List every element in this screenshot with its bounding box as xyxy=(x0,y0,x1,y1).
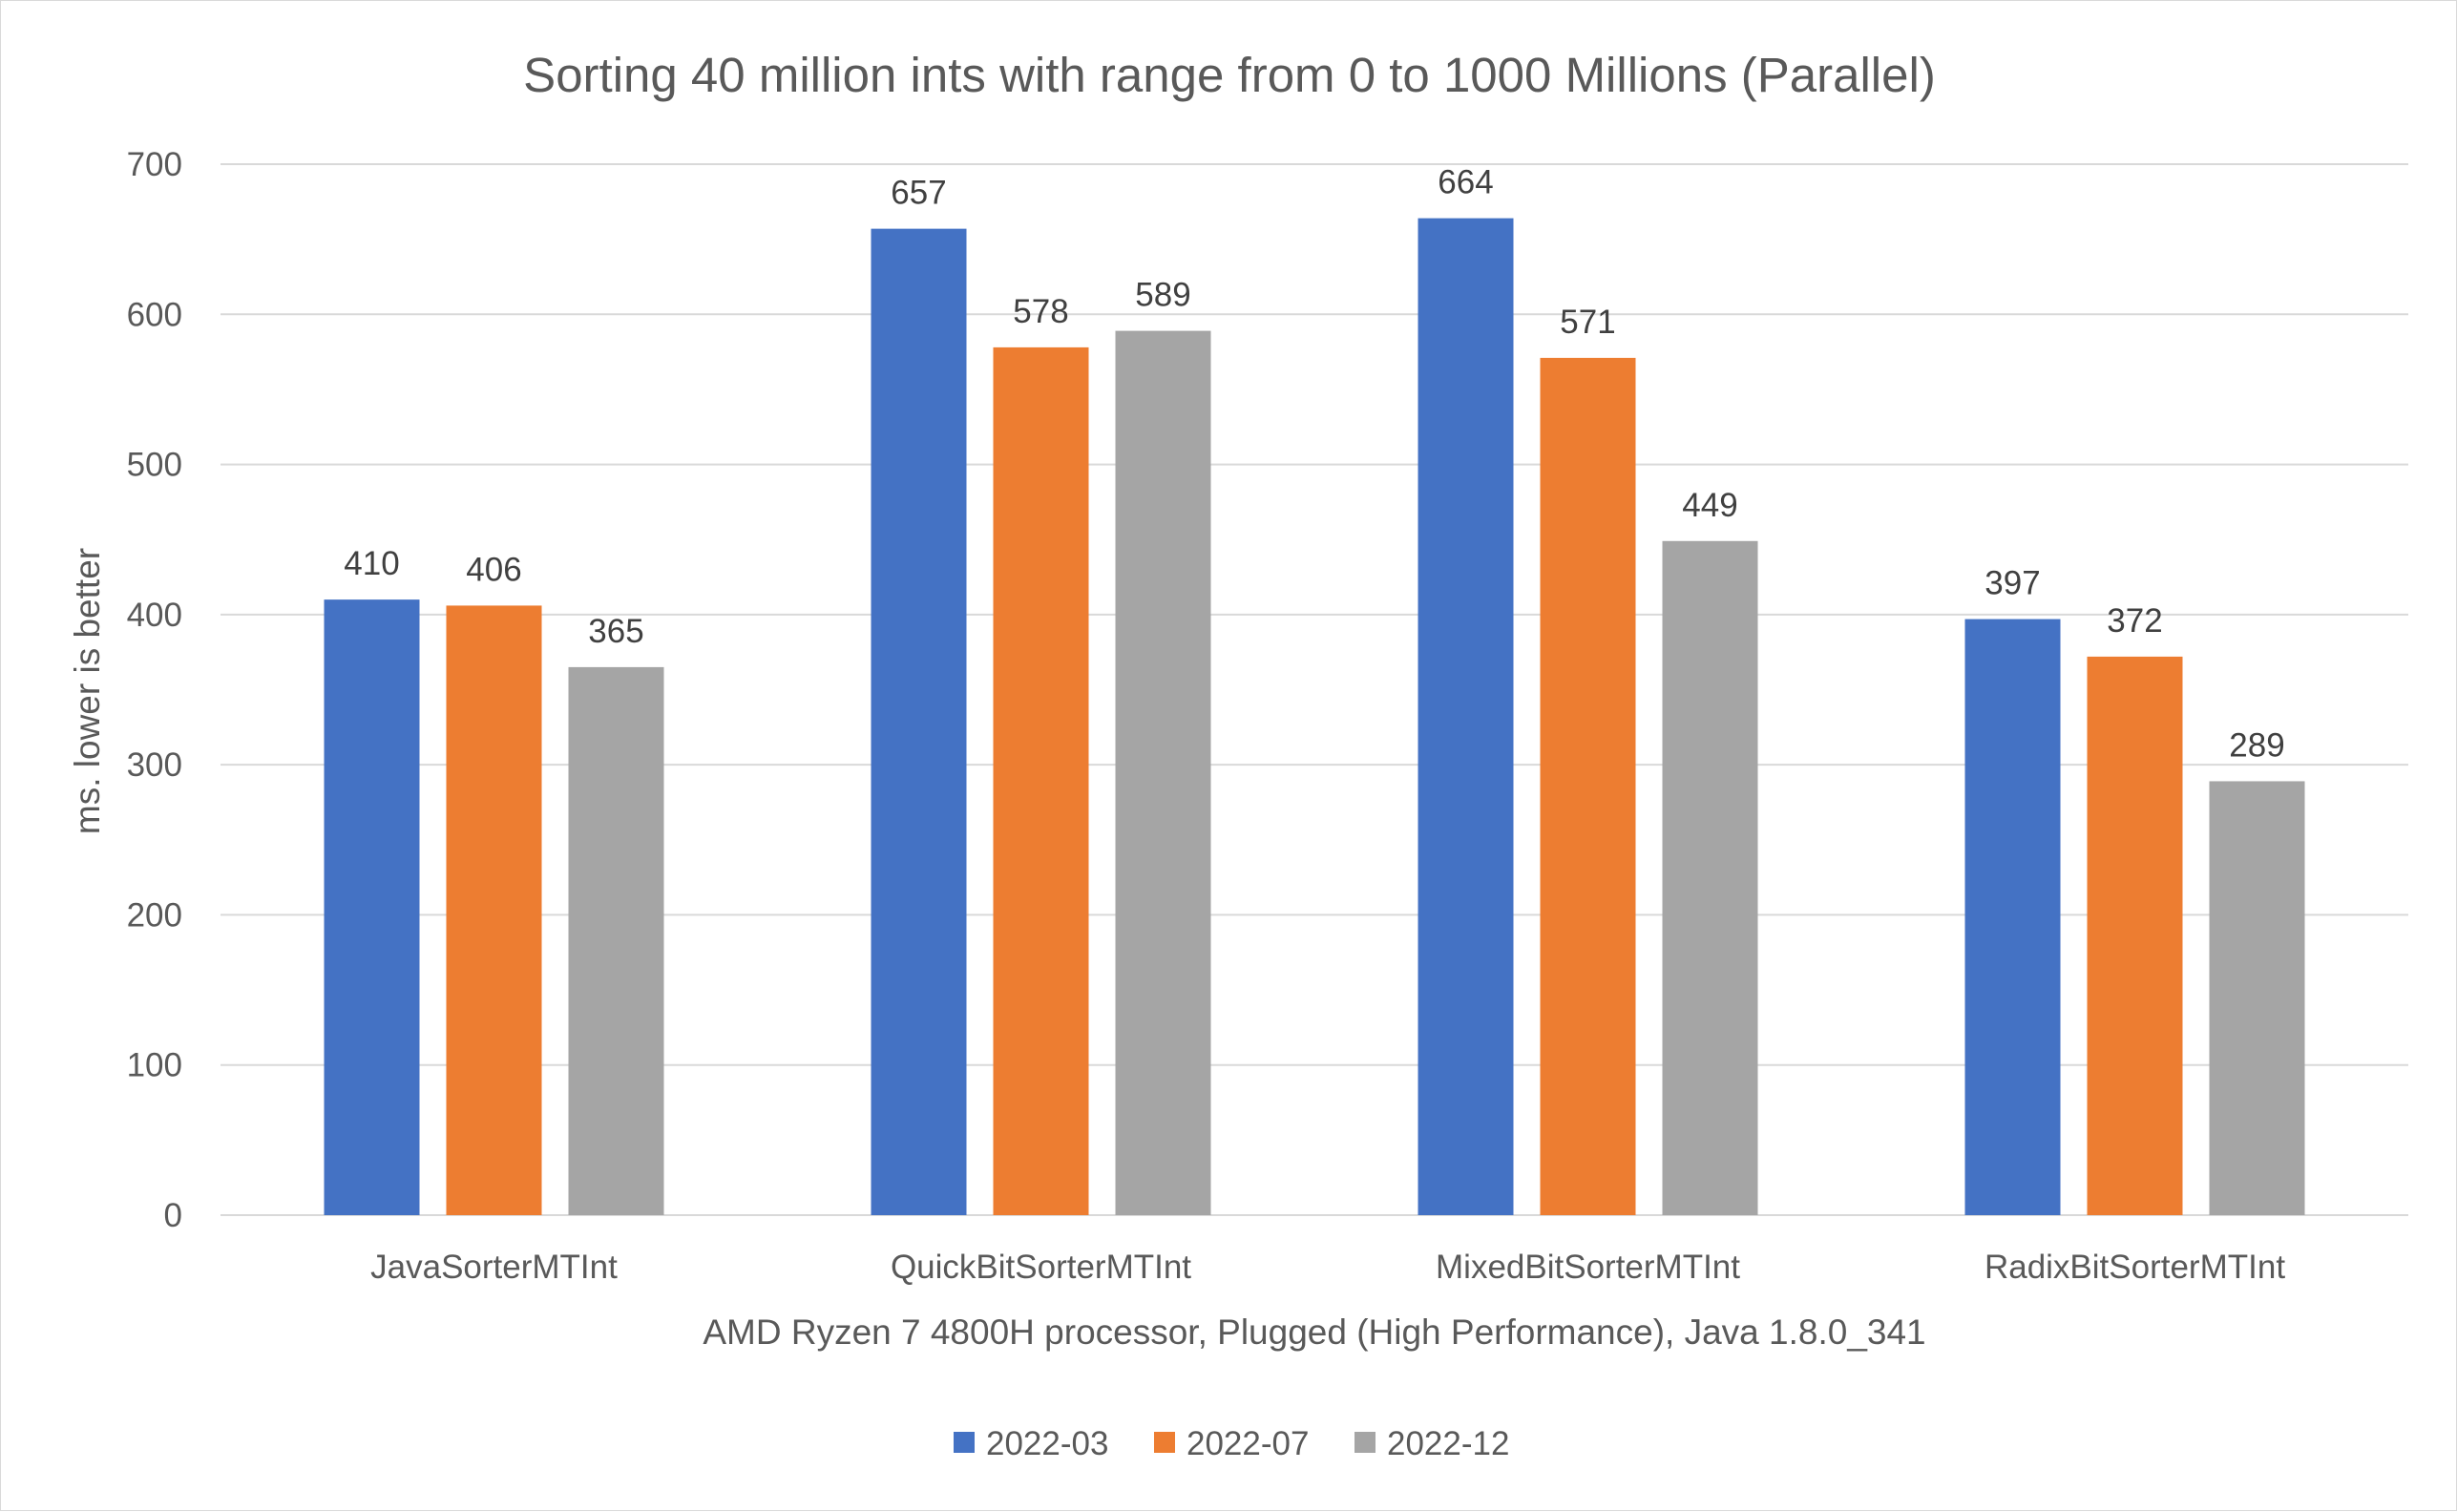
x-category-label: RadixBitSorterMTInt xyxy=(1984,1249,2285,1286)
data-labels: 410 406 365 657 578 589 664 571 449 397 372 289 xyxy=(344,164,2284,765)
y-tick-label: 600 xyxy=(127,296,182,333)
gridlines xyxy=(220,163,2408,1216)
bar xyxy=(1418,218,1514,1216)
bar xyxy=(1540,357,1636,1215)
y-tick-label: 100 xyxy=(127,1047,182,1084)
bars xyxy=(324,218,2305,1216)
bar xyxy=(324,599,420,1215)
y-tick-label: 700 xyxy=(127,146,182,183)
bar xyxy=(2209,781,2305,1215)
legend-label: 2022-12 xyxy=(1387,1425,1509,1462)
data-label: 397 xyxy=(1984,565,2040,602)
y-tick-label: 300 xyxy=(127,746,182,784)
data-label: 289 xyxy=(2229,726,2284,764)
bar xyxy=(568,666,664,1215)
bar xyxy=(993,346,1089,1216)
x-axis-label: AMD Ryzen 7 4800H processor, Plugged (Hi… xyxy=(703,1312,1925,1352)
x-category-label: JavaSorterMTInt xyxy=(370,1249,618,1286)
bar xyxy=(871,228,967,1216)
x-axis-categories: JavaSorterMTInt QuickBitSorterMTInt MixedB… xyxy=(370,1249,2285,1286)
data-label: 372 xyxy=(2107,602,2162,640)
legend: 2022-03 2022-07 2022-12 xyxy=(954,1425,1509,1462)
y-tick-label: 500 xyxy=(127,447,182,484)
bar xyxy=(1964,619,2061,1215)
data-label: 664 xyxy=(1438,164,1493,201)
data-label: 410 xyxy=(344,545,399,582)
data-label: 657 xyxy=(891,175,946,212)
bar xyxy=(1115,330,1211,1215)
legend-swatch xyxy=(1154,1432,1175,1453)
bar xyxy=(446,605,542,1215)
x-category-label: QuickBitSorterMTInt xyxy=(891,1249,1191,1286)
legend-swatch xyxy=(1354,1432,1376,1453)
legend-label: 2022-07 xyxy=(1186,1425,1309,1462)
data-label: 571 xyxy=(1560,304,1615,341)
y-tick-label: 0 xyxy=(164,1197,182,1234)
bar xyxy=(1662,540,1758,1215)
data-label: 406 xyxy=(466,551,521,588)
y-tick-label: 200 xyxy=(127,896,182,934)
data-label: 589 xyxy=(1135,277,1190,314)
legend-swatch xyxy=(954,1432,975,1453)
data-label: 365 xyxy=(588,613,643,650)
bar xyxy=(2087,656,2183,1215)
y-tick-label: 400 xyxy=(127,597,182,634)
data-label: 449 xyxy=(1682,487,1737,524)
legend-label: 2022-03 xyxy=(986,1425,1108,1462)
y-axis-ticks: 0 100 200 300 400 500 600 700 xyxy=(127,146,182,1234)
data-label: 578 xyxy=(1013,293,1068,330)
x-category-label: MixedBitSorterMTInt xyxy=(1436,1249,1740,1286)
chart-title: Sorting 40 million ints with range from … xyxy=(523,48,1936,102)
y-axis-label: ms. lower is better xyxy=(68,548,107,834)
